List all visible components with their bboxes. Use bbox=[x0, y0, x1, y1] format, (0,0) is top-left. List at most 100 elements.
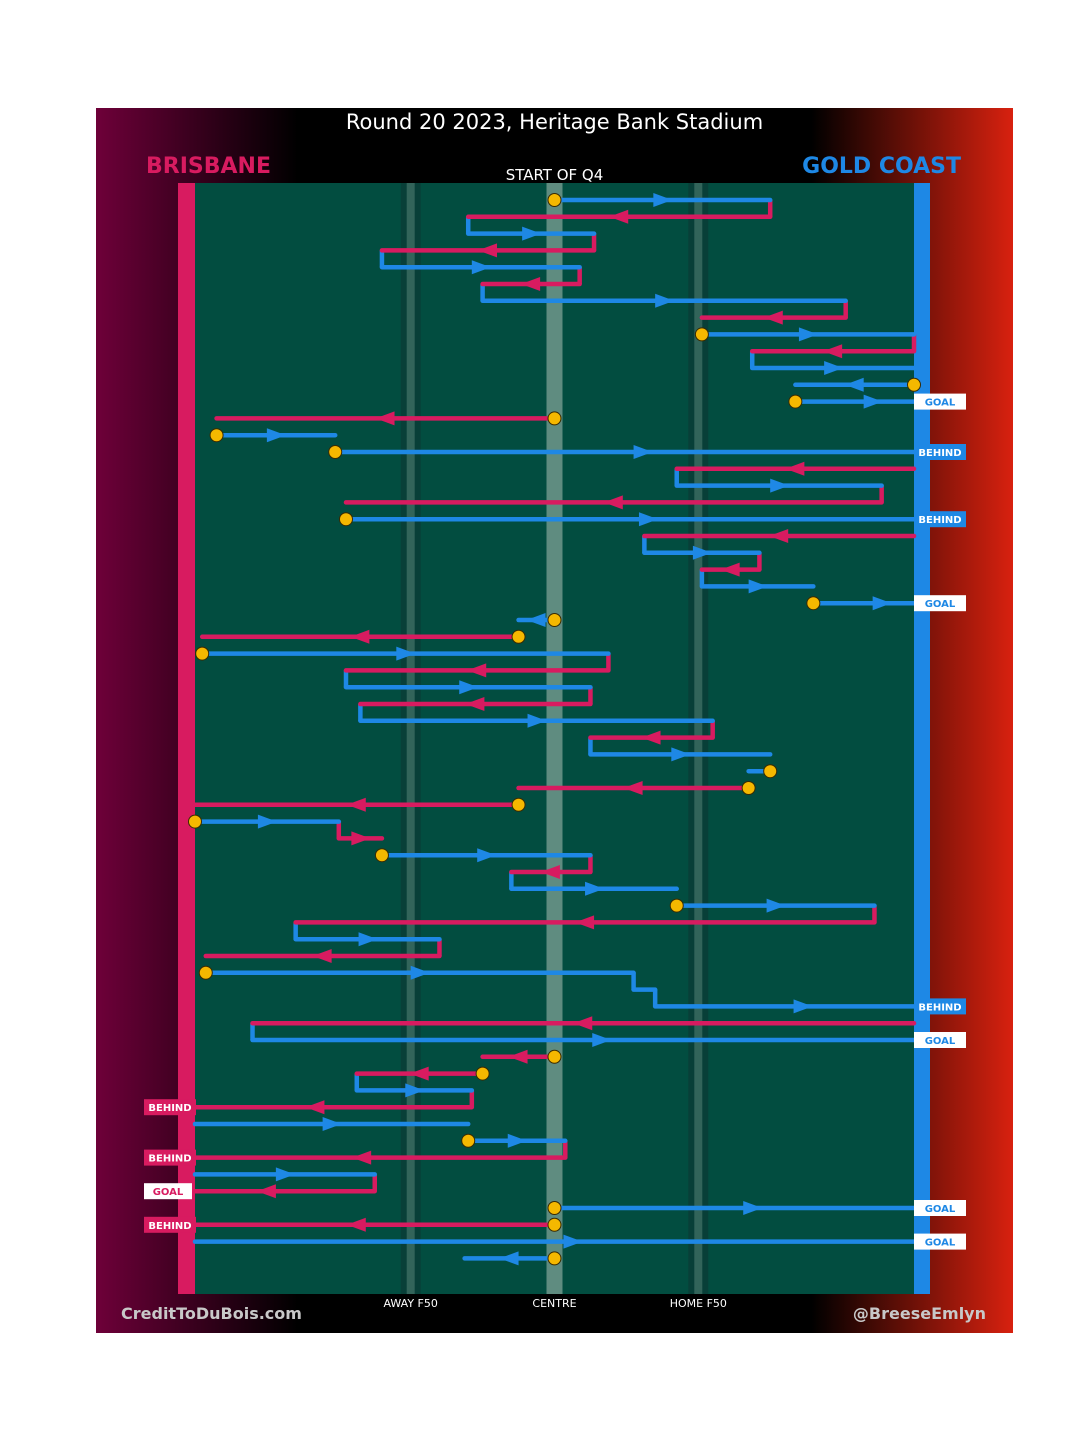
stoppage-marker bbox=[547, 193, 562, 207]
direction-arrow bbox=[256, 1184, 276, 1199]
direction-arrow bbox=[521, 277, 541, 291]
stoppage-marker bbox=[763, 764, 778, 779]
direction-arrow bbox=[465, 697, 485, 711]
chain-chart: GOAL BEHIND BEHIND GOAL BEHIND GOAL BEHIND BEHI… bbox=[144, 183, 966, 1294]
f50-line bbox=[406, 183, 415, 1294]
outcome-label: BEHIND bbox=[148, 1154, 191, 1165]
direction-arrow bbox=[671, 747, 691, 762]
outcome-label: BEHIND bbox=[148, 1221, 191, 1232]
quarter-label: START OF Q4 bbox=[505, 166, 604, 184]
direction-arrow bbox=[748, 579, 768, 594]
credit-text: CreditToDuBois.com bbox=[121, 1304, 302, 1323]
direction-arrow bbox=[352, 1150, 372, 1165]
direction-arrow bbox=[346, 797, 366, 812]
stoppage-marker bbox=[461, 1133, 476, 1148]
outcome-badge bbox=[144, 1149, 196, 1166]
outcome-label: GOAL bbox=[925, 1036, 956, 1047]
outcome-badge bbox=[914, 444, 966, 460]
direction-arrow bbox=[375, 411, 395, 426]
outcome-badge bbox=[914, 393, 966, 410]
stoppage-marker bbox=[198, 965, 213, 980]
direction-arrow bbox=[766, 898, 786, 913]
x-tick-label: CENTRE bbox=[532, 1297, 577, 1310]
direction-arrow bbox=[653, 193, 673, 207]
direction-arrow bbox=[692, 545, 712, 560]
direction-arrow bbox=[527, 713, 547, 728]
stoppage-marker bbox=[547, 1049, 562, 1064]
direction-arrow bbox=[358, 932, 378, 947]
direction-arrow bbox=[471, 260, 491, 275]
direction-arrow bbox=[603, 495, 623, 510]
direction-arrow bbox=[266, 428, 286, 443]
stoppage-marker bbox=[188, 814, 202, 829]
direction-arrow bbox=[633, 445, 653, 459]
x-tick-label: AWAY F50 bbox=[383, 1297, 438, 1310]
direction-arrow bbox=[844, 377, 864, 392]
direction-arrow bbox=[623, 781, 643, 795]
outcome-label: GOAL bbox=[925, 1238, 956, 1249]
stoppage-marker bbox=[195, 646, 210, 661]
direction-arrow bbox=[322, 1117, 342, 1131]
stoppage-marker bbox=[547, 1251, 562, 1266]
direction-arrow bbox=[592, 1033, 612, 1047]
outcome-badge bbox=[914, 1233, 966, 1250]
chart-title: Round 20 2023, Heritage Bank Stadium bbox=[345, 110, 764, 134]
direction-arrow bbox=[641, 730, 661, 745]
direction-arrow bbox=[785, 461, 805, 476]
stoppage-marker bbox=[788, 394, 803, 409]
direction-arrow bbox=[477, 243, 497, 258]
direction-arrow bbox=[396, 646, 416, 661]
outcome-label: BEHIND bbox=[918, 1002, 961, 1013]
outcome-badge bbox=[144, 1183, 192, 1200]
outcome-label: BEHIND bbox=[918, 515, 961, 526]
direction-arrow bbox=[793, 999, 813, 1014]
direction-arrow bbox=[405, 1083, 425, 1098]
direction-arrow bbox=[655, 293, 675, 308]
outcome-label: GOAL bbox=[925, 1204, 956, 1215]
direction-arrow bbox=[499, 1251, 519, 1266]
direction-arrow bbox=[540, 865, 560, 879]
stoppage-marker bbox=[547, 1201, 562, 1215]
direction-arrow bbox=[872, 596, 892, 611]
stoppage-marker bbox=[547, 1217, 562, 1232]
stoppage-marker bbox=[806, 596, 821, 611]
author-handle: @BreeseEmlyn bbox=[852, 1304, 986, 1323]
outcome-label: GOAL bbox=[925, 599, 956, 610]
stoppage-marker bbox=[328, 445, 343, 459]
outcome-badge bbox=[914, 595, 966, 612]
stoppage-marker bbox=[338, 512, 353, 527]
direction-arrow bbox=[575, 915, 595, 930]
away-team-label: GOLD COAST bbox=[802, 154, 961, 179]
direction-arrow bbox=[409, 1066, 429, 1081]
centre-line bbox=[546, 183, 563, 1294]
stoppage-marker bbox=[511, 629, 526, 644]
stoppage-marker bbox=[475, 1066, 490, 1081]
outcome-badge bbox=[144, 1216, 196, 1233]
direction-arrow bbox=[410, 965, 430, 980]
direction-arrow bbox=[770, 478, 790, 493]
stoppage-marker bbox=[741, 781, 756, 795]
direction-arrow bbox=[467, 663, 487, 678]
stoppage-marker bbox=[694, 327, 709, 342]
stoppage-marker bbox=[511, 797, 526, 812]
direction-arrow bbox=[508, 1049, 528, 1064]
direction-arrow bbox=[638, 512, 658, 527]
outcome-badge bbox=[914, 1200, 966, 1216]
direction-arrow bbox=[346, 1217, 366, 1232]
direction-arrow bbox=[563, 1234, 583, 1249]
x-tick-label: HOME F50 bbox=[669, 1297, 727, 1310]
outcome-badge bbox=[914, 1032, 966, 1048]
chart-frame: GOAL BEHIND BEHIND GOAL BEHIND GOAL BEHIND BEHI… bbox=[96, 108, 1013, 1333]
outcome-badge bbox=[144, 1099, 196, 1116]
direction-arrow bbox=[798, 327, 818, 342]
direction-arrow bbox=[609, 209, 629, 224]
direction-arrow bbox=[312, 949, 332, 963]
direction-arrow bbox=[824, 361, 844, 375]
direction-arrow bbox=[350, 629, 370, 644]
outcome-badge bbox=[914, 998, 966, 1015]
stoppage-marker bbox=[209, 428, 224, 443]
stoppage-marker bbox=[374, 848, 389, 863]
direction-arrow bbox=[522, 226, 542, 241]
stoppage-marker bbox=[669, 898, 684, 913]
direction-arrow bbox=[720, 562, 740, 577]
